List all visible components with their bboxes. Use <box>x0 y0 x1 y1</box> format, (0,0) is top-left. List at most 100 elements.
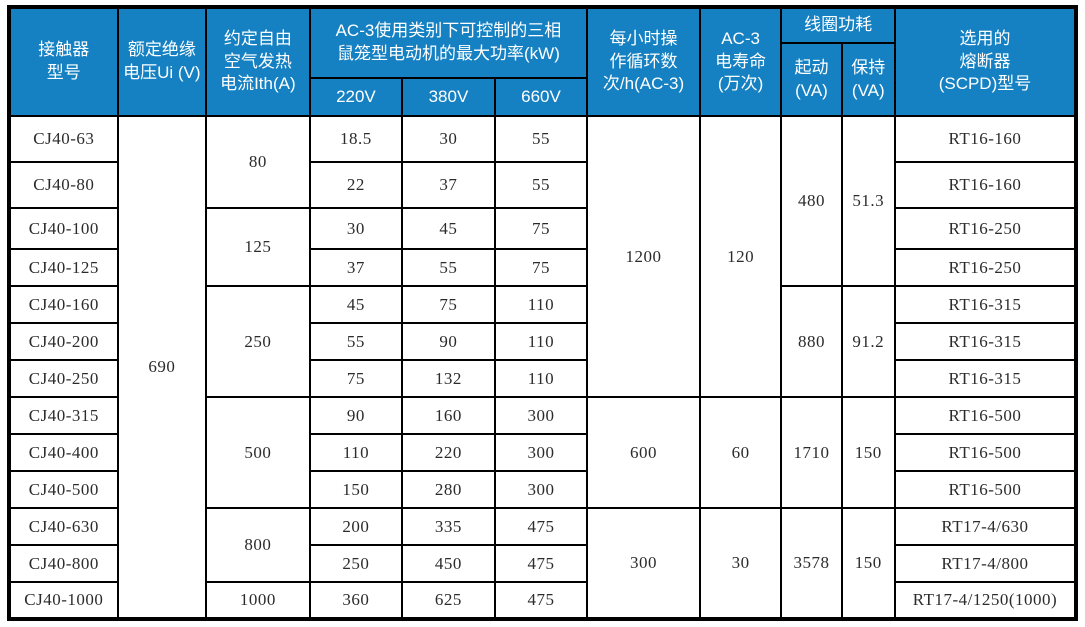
cell-coil-hold: 51.3 <box>840 115 896 287</box>
header-voltage-220: 220V <box>308 77 404 117</box>
cell-coil-hold: 150 <box>840 396 896 509</box>
table-row: CJ40-630 800 200 335 475 300 30 3578 150… <box>8 507 1078 620</box>
cell-power-220: 30 <box>308 207 404 250</box>
cell-ith: 80 <box>205 115 311 209</box>
cell-life: 60 <box>698 396 783 509</box>
cell-model: CJ40-80 <box>8 161 119 209</box>
cell-power-220: 75 <box>308 359 404 398</box>
cell-model: CJ40-500 <box>8 470 119 509</box>
header-operating-cycles: 每小时操 作循环数 次/h(AC-3) <box>586 6 701 117</box>
cell-coil-start: 1710 <box>780 396 843 509</box>
table-header: 接触器 型号 额定绝缘 电压Ui (V) 约定自由 空气发热 电流Ith(A) … <box>8 6 1078 117</box>
table-row: CJ40-250 75 132 110 RT16-315 <box>8 359 1078 398</box>
table-row: CJ40-100 125 30 45 75 RT16-250 <box>8 207 1078 287</box>
cell-fuse: RT16-500 <box>893 470 1078 509</box>
cell-power-380: 55 <box>401 248 496 287</box>
header-row-2: 起动 (VA) 保持 (VA) <box>9 42 1076 117</box>
cell-fuse: RT17-4/1250(1000) <box>893 581 1078 620</box>
cell-power-220: 90 <box>308 396 404 435</box>
header-coil-hold-va: 保持 (VA) <box>840 42 896 117</box>
cell-model: CJ40-160 <box>8 285 119 324</box>
table-row: CJ40-160 250 45 75 110 880 91.2 RT16-315 <box>8 285 1078 398</box>
table-row: CJ40-315 500 90 160 300 600 60 1710 150 … <box>8 396 1078 509</box>
cell-power-660: 110 <box>493 359 589 398</box>
header-electrical-life: AC-3 电寿命 (万次) <box>698 6 783 117</box>
cell-model: CJ40-250 <box>8 359 119 398</box>
cell-power-660: 55 <box>493 115 589 163</box>
cell-model: CJ40-125 <box>8 248 119 287</box>
cell-fuse: RT16-315 <box>893 359 1078 398</box>
cell-life: 30 <box>698 507 783 620</box>
cell-model: CJ40-630 <box>8 507 119 546</box>
cell-power-380: 30 <box>401 115 496 163</box>
cell-life: 120 <box>698 115 783 398</box>
cell-model: CJ40-200 <box>8 322 119 361</box>
table-row: CJ40-63 690 80 18.5 30 55 1200 120 480 5… <box>8 115 1078 620</box>
cell-model: CJ40-800 <box>8 544 119 583</box>
cell-model: CJ40-63 <box>8 115 119 163</box>
cell-power-380: 37 <box>401 161 496 209</box>
cell-cycles: 600 <box>586 396 701 509</box>
cell-cycles: 1200 <box>586 115 701 398</box>
cell-power-380: 220 <box>401 433 496 472</box>
cell-power-380: 160 <box>401 396 496 435</box>
cell-fuse: RT17-4/800 <box>893 544 1078 583</box>
cell-fuse: RT17-4/630 <box>893 507 1078 546</box>
cell-ith: 500 <box>205 396 311 509</box>
cell-power-380: 450 <box>401 544 496 583</box>
cell-fuse: RT16-160 <box>893 115 1078 163</box>
cell-coil-hold: 150 <box>840 507 896 620</box>
cell-fuse: RT16-315 <box>893 285 1078 324</box>
header-coil-start-va: 起动 (VA) <box>780 42 843 117</box>
table-row: CJ40-80 22 37 55 RT16-160 <box>8 161 1078 209</box>
table-row: CJ40-800 250 450 475 RT17-4/800 <box>8 544 1078 583</box>
contactor-spec-table: 接触器 型号 额定绝缘 电压Ui (V) 约定自由 空气发热 电流Ith(A) … <box>7 5 1078 621</box>
cell-fuse: RT16-250 <box>893 248 1078 287</box>
cell-ui-voltage: 690 <box>116 115 208 620</box>
cell-power-660: 110 <box>493 322 589 361</box>
table-row: CJ40-1000 1000 360 625 475 RT17-4/1250(1… <box>8 581 1078 620</box>
cell-model: CJ40-315 <box>8 396 119 435</box>
cell-power-220: 37 <box>308 248 404 287</box>
table-row: CJ40-125 37 55 75 RT16-250 <box>8 248 1078 287</box>
cell-power-660: 110 <box>493 285 589 324</box>
cell-power-660: 475 <box>493 581 589 620</box>
cell-power-380: 90 <box>401 322 496 361</box>
header-row-3: 220V 380V 660V <box>9 77 1076 117</box>
cell-power-220: 55 <box>308 322 404 361</box>
cell-fuse: RT16-160 <box>893 161 1078 209</box>
cell-power-660: 300 <box>493 470 589 509</box>
cell-power-220: 150 <box>308 470 404 509</box>
cell-coil-hold: 91.2 <box>840 285 896 398</box>
cell-power-380: 132 <box>401 359 496 398</box>
cell-fuse: RT16-500 <box>893 396 1078 435</box>
cell-ith: 800 <box>205 507 311 583</box>
cell-coil-start: 3578 <box>780 507 843 620</box>
cell-power-660: 75 <box>493 248 589 287</box>
table-row: CJ40-200 55 90 110 RT16-315 <box>8 322 1078 361</box>
cell-power-660: 475 <box>493 544 589 583</box>
cell-ith: 250 <box>205 285 311 398</box>
cell-coil-start: 880 <box>780 285 843 398</box>
cell-power-220: 18.5 <box>308 115 404 163</box>
cell-model: CJ40-400 <box>8 433 119 472</box>
header-fuse-scpd-model: 选用的 熔断器 (SCPD)型号 <box>893 6 1078 117</box>
table-row: CJ40-500 150 280 300 RT16-500 <box>8 470 1078 509</box>
cell-power-380: 45 <box>401 207 496 250</box>
cell-fuse: RT16-315 <box>893 322 1078 361</box>
header-voltage-380: 380V <box>401 77 496 117</box>
header-row-1: 接触器 型号 额定绝缘 电压Ui (V) 约定自由 空气发热 电流Ith(A) … <box>8 6 1078 117</box>
cell-power-220: 110 <box>308 433 404 472</box>
cell-model: CJ40-100 <box>8 207 119 250</box>
header-thermal-current-ith: 约定自由 空气发热 电流Ith(A) <box>205 6 311 117</box>
table-row: CJ40-400 110 220 300 RT16-500 <box>8 433 1078 472</box>
cell-fuse: RT16-250 <box>893 207 1078 250</box>
cell-ith: 1000 <box>205 581 311 620</box>
cell-power-660: 300 <box>493 396 589 435</box>
cell-power-660: 300 <box>493 433 589 472</box>
cell-power-660: 475 <box>493 507 589 546</box>
cell-power-220: 45 <box>308 285 404 324</box>
cell-power-660: 75 <box>493 207 589 250</box>
header-voltage-660: 660V <box>493 77 589 117</box>
cell-power-380: 280 <box>401 470 496 509</box>
